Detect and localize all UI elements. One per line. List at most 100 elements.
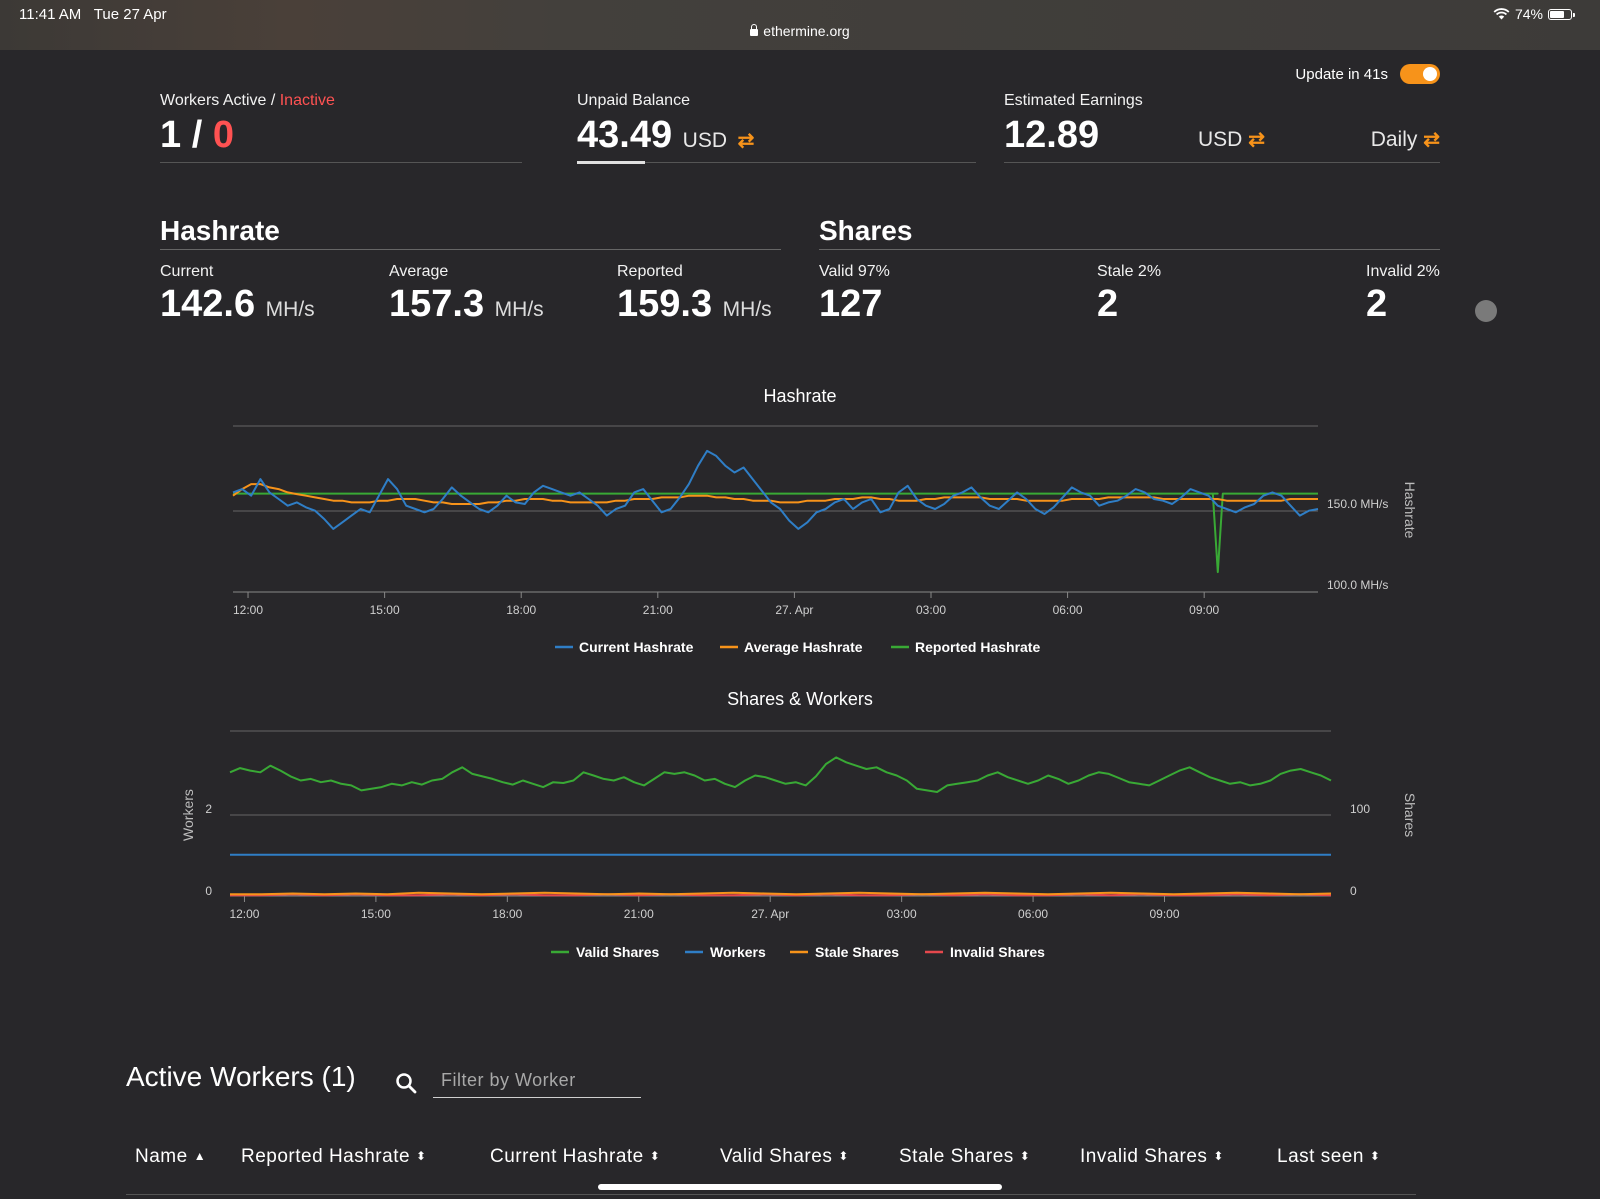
series-line-average-hashrate (232, 483, 1318, 505)
sort-icon: ⬍ (1213, 1149, 1224, 1163)
y-axis-label: Hashrate (1402, 482, 1418, 539)
battery-percent: 74% (1514, 6, 1543, 22)
y-right-tick: 100 (1350, 802, 1370, 816)
x-tick-label: 27. Apr (751, 907, 789, 921)
x-tick-label: 12:00 (229, 907, 259, 921)
series-line-valid-shares (229, 756, 1332, 793)
update-toggle[interactable] (1400, 64, 1440, 84)
current-hashrate-value: 142.6 MH/s (160, 283, 315, 325)
workers-stat: Workers Active / Inactive 1 / 0 (160, 92, 522, 163)
filter-worker-input[interactable] (433, 1064, 641, 1098)
wifi-icon (1493, 8, 1510, 20)
y-right-tick: 0 (1350, 884, 1357, 898)
battery-icon (1548, 8, 1575, 20)
sort-icon: ⬍ (838, 1149, 849, 1163)
current-hashrate-label: Current (160, 263, 214, 280)
average-hashrate-value: 157.3 MH/s (389, 283, 544, 325)
sort-icon: ⬍ (1019, 1149, 1031, 1163)
y-tick-label: 150.0 MH/s (1327, 497, 1388, 511)
stale-shares-value: 2 (1097, 283, 1119, 325)
legend-invalid-shares[interactable]: Invalid Shares (950, 944, 1045, 960)
period-swap-icon: ⇄ (1423, 129, 1440, 151)
y-left-tick: 0 (205, 884, 212, 898)
sort-icon: ⬍ (1369, 1149, 1381, 1163)
workers-value: 1 / 0 (160, 114, 234, 156)
x-tick-label: 06:00 (1053, 603, 1083, 617)
unpaid-value: 43.49 USD ⇄ (577, 114, 755, 156)
lock-icon (750, 24, 759, 36)
column-header-invalid-shares[interactable]: Invalid Shares ⬍ (1080, 1146, 1224, 1167)
home-indicator[interactable] (598, 1184, 1002, 1190)
table-divider (126, 1194, 1416, 1195)
y-left-axis-label: Workers (180, 789, 196, 841)
update-control: Update in 41s (1295, 64, 1440, 84)
earnings-label: Estimated Earnings (1004, 92, 1143, 109)
x-tick-label: 03:00 (887, 907, 917, 921)
hashrate-legend: Current Hashrate Average Hashrate Report… (555, 639, 1040, 655)
earnings-period-selector[interactable]: Daily ⇄ (1370, 128, 1440, 151)
x-tick-label: 15:00 (361, 907, 391, 921)
column-header-stale-shares[interactable]: Stale Shares ⬍ (899, 1146, 1031, 1167)
series-line-reported-hashrate (233, 492, 1318, 574)
status-time: 11:41 AM Tue 27 Apr (19, 6, 167, 23)
shares-legend: Valid Shares Workers Stale Shares Invali… (551, 944, 1045, 960)
sort-icon: ⬍ (649, 1149, 661, 1163)
status-bar: 11:41 AM Tue 27 Apr ethermine.org 74% (0, 0, 1600, 50)
invalid-shares-label: Invalid 2% (1366, 263, 1440, 280)
scroll-indicator-dot[interactable] (1475, 300, 1497, 322)
reported-hashrate-label: Reported (617, 263, 683, 280)
valid-shares-value: 127 (819, 283, 883, 325)
sort-icon: ⬍ (416, 1149, 427, 1163)
currency-swap-icon[interactable]: ⇄ (737, 130, 755, 152)
earnings-value: 12.89 (1004, 114, 1100, 156)
legend-average-hashrate[interactable]: Average Hashrate (744, 639, 863, 655)
legend-workers[interactable]: Workers (710, 944, 766, 960)
hashrate-section-title: Hashrate (160, 215, 781, 250)
column-header-last-seen[interactable]: Last seen ⬍ (1277, 1146, 1381, 1167)
sort-asc-icon: ▲ (193, 1149, 207, 1163)
shares-section-title: Shares (819, 215, 1440, 250)
column-header-reported-hashrate[interactable]: Reported Hashrate ⬍ (241, 1146, 427, 1167)
hashrate-chart: Hashrate 150.0 MH/s 100.0 MH/s Hashrate … (232, 386, 1418, 655)
x-tick-label: 09:00 (1149, 907, 1179, 921)
x-tick-label: 06:00 (1018, 907, 1048, 921)
legend-valid-shares[interactable]: Valid Shares (576, 944, 659, 960)
shares-workers-chart: Shares & Workers 2 0 100 0 Workers Share… (180, 689, 1418, 960)
stale-shares-label: Stale 2% (1097, 263, 1162, 280)
y-tick-label: 100.0 MH/s (1327, 578, 1388, 592)
average-hashrate-label: Average (389, 263, 449, 280)
update-label: Update in 41s (1295, 65, 1388, 83)
y-left-tick: 2 (205, 802, 212, 816)
earnings-stat: Estimated Earnings 12.89 USD ⇄ Daily ⇄ (1004, 92, 1440, 163)
column-header-valid-shares[interactable]: Valid Shares ⬍ (720, 1146, 849, 1167)
column-header-current-hashrate[interactable]: Current Hashrate ⬍ (490, 1146, 661, 1167)
toggle-knob (1423, 67, 1437, 81)
x-tick-label: 21:00 (643, 603, 673, 617)
x-tick-label: 03:00 (916, 603, 946, 617)
unpaid-progress-bar (577, 161, 645, 164)
legend-reported-hashrate[interactable]: Reported Hashrate (915, 639, 1040, 655)
active-workers-title: Active Workers (1) (126, 1061, 356, 1092)
unpaid-label: Unpaid Balance (577, 92, 690, 109)
legend-stale-shares[interactable]: Stale Shares (815, 944, 899, 960)
url-bar[interactable]: ethermine.org (0, 23, 1600, 39)
x-tick-label: 18:00 (506, 603, 536, 617)
status-date: Tue 27 Apr (93, 6, 167, 23)
workers-label: Workers Active / Inactive (160, 92, 335, 109)
series-line-current-hashrate (232, 449, 1319, 530)
reported-hashrate-value: 159.3 MH/s (617, 283, 772, 325)
search-icon[interactable] (395, 1072, 417, 1094)
y-right-axis-label: Shares (1402, 793, 1418, 837)
invalid-shares-value: 2 (1366, 283, 1388, 325)
x-tick-label: 15:00 (370, 603, 400, 617)
legend-current-hashrate[interactable]: Current Hashrate (579, 639, 694, 655)
status-indicators: 74% (1493, 6, 1575, 22)
x-tick-label: 27. Apr (775, 603, 813, 617)
column-header-name[interactable]: Name ▲ (135, 1146, 207, 1167)
hashrate-chart-title: Hashrate (763, 386, 836, 406)
valid-shares-label: Valid 97% (819, 263, 890, 280)
url-text: ethermine.org (763, 23, 850, 39)
unpaid-unit: USD (682, 129, 727, 152)
earnings-unit-selector[interactable]: USD ⇄ (1198, 128, 1265, 151)
x-tick-label: 18:00 (492, 907, 522, 921)
